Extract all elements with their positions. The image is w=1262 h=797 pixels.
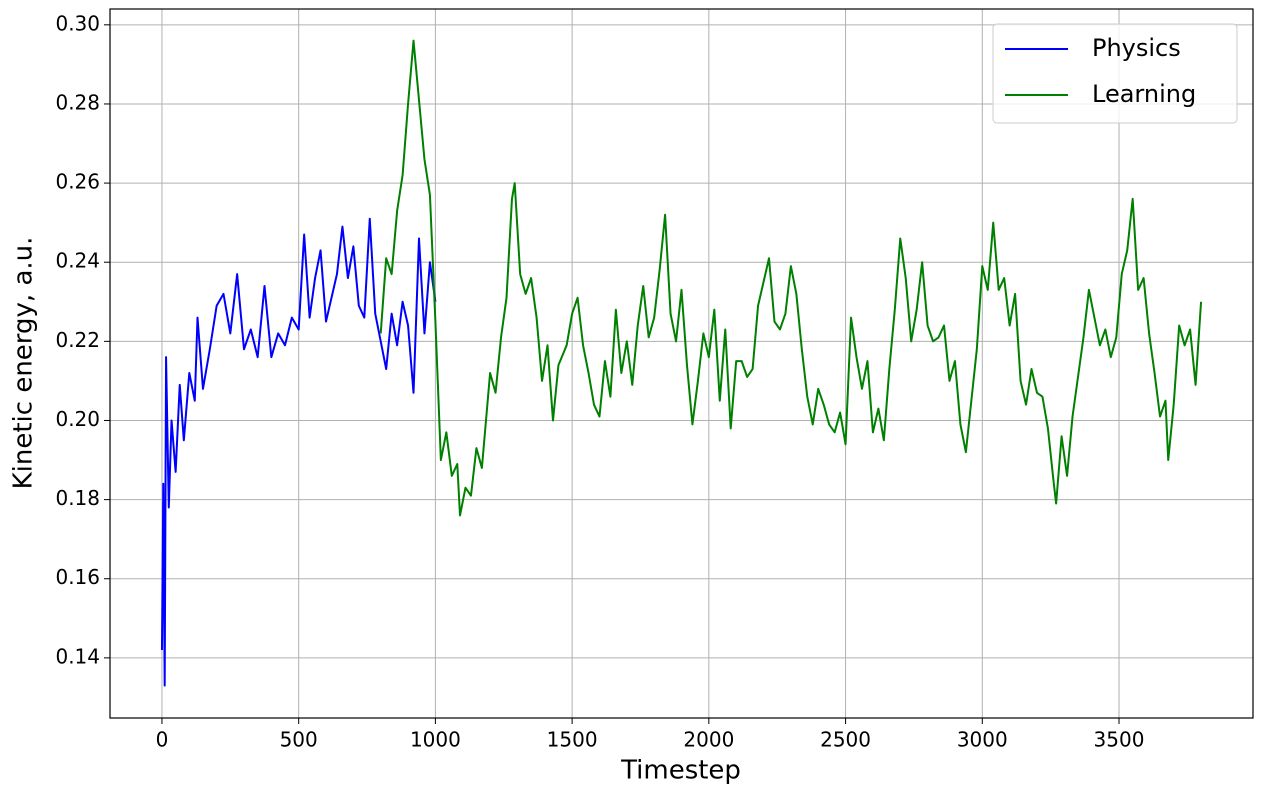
y-tick-label: 0.30 [55,11,100,35]
x-tick-label: 1000 [410,728,461,752]
plot-frame [109,8,1254,719]
plot-lines [160,39,1203,687]
y-tick-label: 0.20 [55,407,100,431]
y-tick-label: 0.16 [55,565,100,589]
y-tick-label: 0.18 [55,486,100,510]
legend: Physics Learning [992,23,1238,124]
x-axis-label: Timestep [620,756,741,786]
series-line [379,39,1203,517]
y-tick-label: 0.22 [55,328,100,352]
x-tick-label: 2500 [820,728,871,752]
x-tick-label: 3500 [1094,728,1145,752]
x-tick-label: 2000 [683,728,734,752]
series-line [160,217,437,687]
ticks: 0 500 1000 1500 2000 2500 3000 3500 0.14 0.16 0.18… [55,11,1144,751]
y-tick-label: 0.14 [55,644,100,668]
x-tick-label: 500 [280,728,318,752]
y-tick-label: 0.24 [55,249,100,273]
y-tick-label: 0.26 [55,170,100,194]
x-tick-label: 3000 [957,728,1008,752]
legend-label: Physics [1092,34,1181,62]
x-tick-label: 1500 [547,728,598,752]
y-tick-label: 0.28 [55,90,100,114]
legend-label: Learning [1092,80,1196,108]
grid [110,9,1253,718]
x-tick-label: 0 [156,728,169,752]
y-axis-label: Kinetic energy, a.u. [9,237,39,490]
